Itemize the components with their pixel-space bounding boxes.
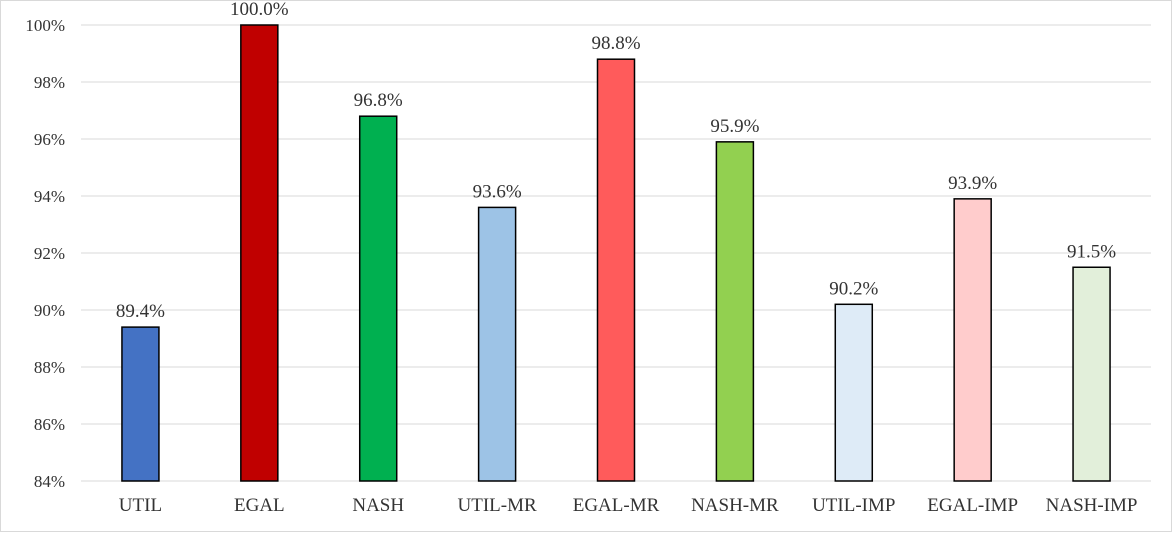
data-label-egal: 100.0%: [230, 1, 289, 20]
bar-util-imp: [834, 303, 874, 482]
data-label-egal-mr: 98.8%: [591, 33, 640, 54]
y-tick-label: 98%: [34, 73, 65, 92]
data-label-nash-imp: 91.5%: [1067, 241, 1116, 262]
x-category-label-util-imp: UTIL-IMP: [812, 495, 895, 516]
x-category-label-egal-imp: EGAL-IMP: [927, 495, 1018, 516]
x-category-label-egal: EGAL: [234, 495, 285, 516]
x-category-label-nash-imp: NASH-IMP: [1046, 495, 1138, 516]
y-tick-label: 100%: [25, 16, 65, 35]
x-category-label-egal-mr: EGAL-MR: [573, 495, 660, 516]
data-label-egal-imp: 93.9%: [948, 173, 997, 194]
bar-nash-imp: [1072, 266, 1111, 482]
y-tick-label: 86%: [34, 415, 65, 434]
bar-util: [121, 326, 160, 482]
data-label-nash-mr: 95.9%: [710, 116, 759, 137]
x-category-label-nash-mr: NASH-MR: [691, 495, 779, 516]
y-tick-label: 94%: [34, 187, 65, 206]
bar-egal-imp: [953, 198, 992, 482]
bar-egal: [240, 24, 279, 482]
y-tick-label: 96%: [34, 130, 65, 149]
y-axis-tick-labels: 84% 86% 88% 90% 92% 94% 96% 98% 100%: [25, 16, 65, 491]
data-label-util-mr: 93.6%: [473, 181, 522, 202]
data-labels: 89.4% 100.0% 96.8% 93.6% 98.8% 95.9% 90.2% 93.9…: [116, 1, 1116, 322]
bar-util-mr: [477, 206, 517, 482]
x-category-label-util-mr: UTIL-MR: [458, 495, 537, 516]
y-tick-label: 90%: [34, 301, 65, 320]
x-category-label-util: UTIL: [119, 495, 162, 516]
y-tick-label: 84%: [34, 472, 65, 491]
data-label-nash: 96.8%: [354, 90, 403, 111]
bar-nash-mr: [715, 141, 755, 482]
data-label-util: 89.4%: [116, 301, 165, 322]
x-axis-category-labels: UTIL EGAL NASH UTIL-MR EGAL-MR NASH-MR UTIL-IM…: [119, 495, 1138, 516]
bar-egal-mr: [596, 58, 636, 482]
y-tick-label: 88%: [34, 358, 65, 377]
bars: [121, 24, 1111, 482]
bar-nash: [358, 115, 398, 482]
data-label-util-imp: 90.2%: [829, 278, 878, 299]
y-tick-label: 92%: [34, 244, 65, 263]
x-category-label-nash: NASH: [352, 495, 404, 516]
